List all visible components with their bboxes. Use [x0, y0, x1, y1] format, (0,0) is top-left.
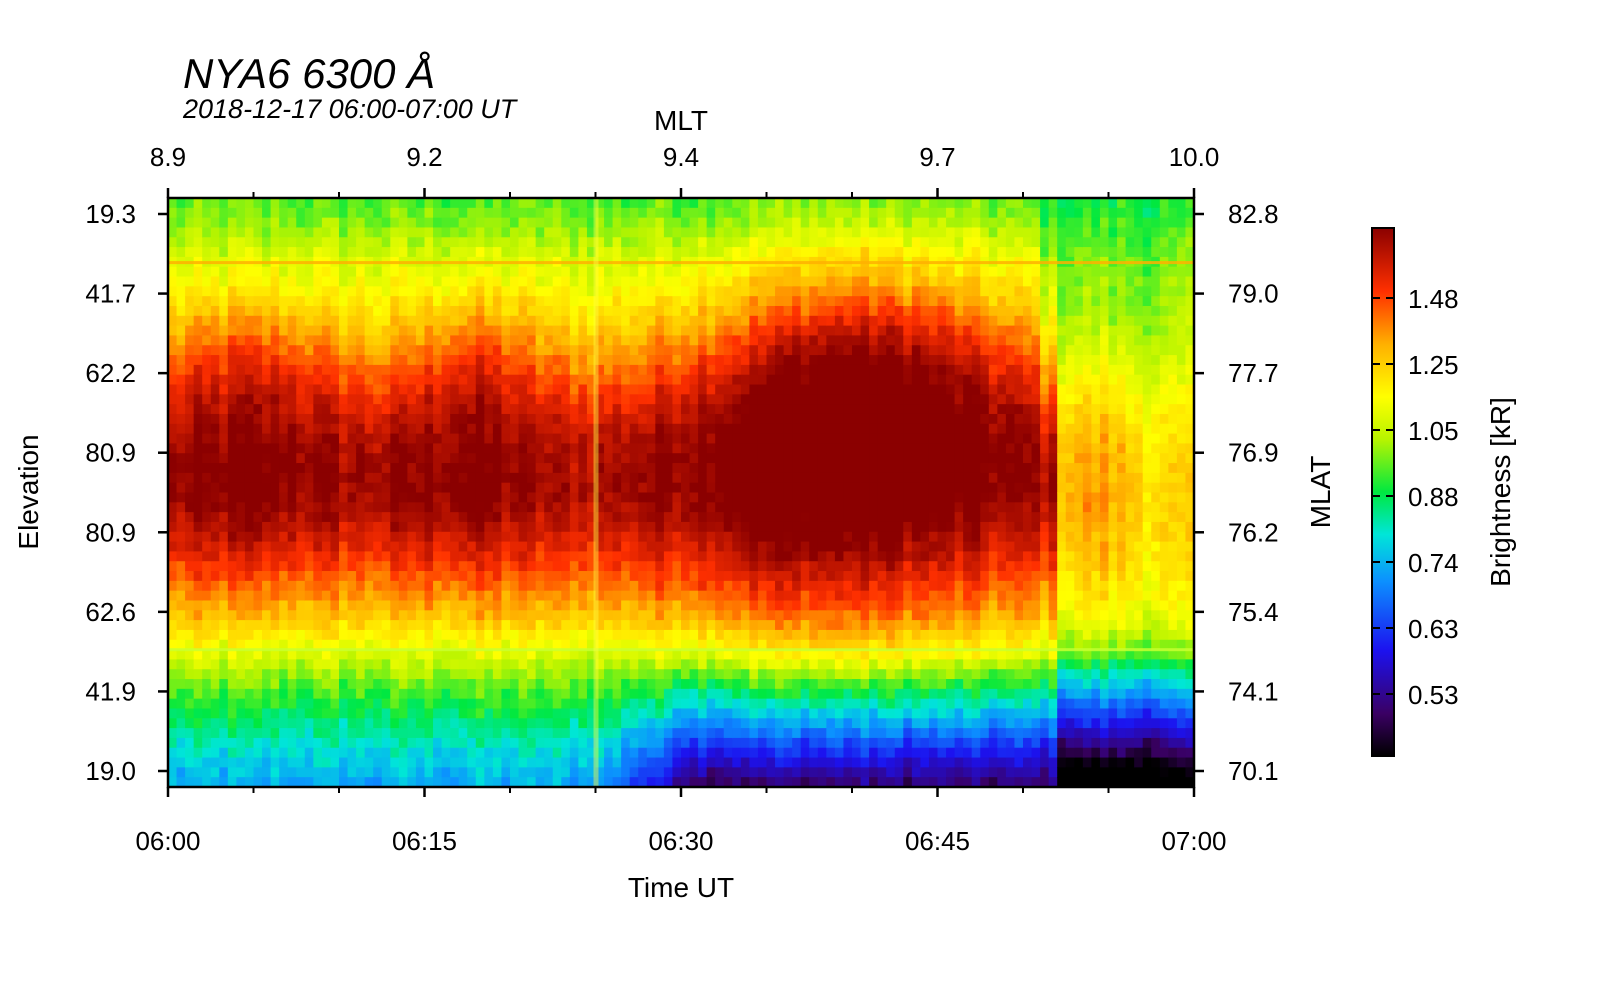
tick-label: 06:15	[392, 826, 457, 856]
left-y-axis: 19.3 41.7 62.2 80.9 80.9 62.6 41.9 19.0	[85, 199, 168, 786]
tick-label: 8.9	[150, 142, 186, 172]
tick-label: 41.9	[85, 676, 136, 706]
colorbar-tick-label: 0.53	[1408, 680, 1459, 710]
tick-label: 9.2	[406, 142, 442, 172]
tick-label: 62.2	[85, 358, 136, 388]
tick-label: 07:00	[1161, 826, 1226, 856]
tick-label: 9.4	[663, 142, 699, 172]
tick-label: 76.9	[1228, 438, 1279, 468]
tick-label: 06:00	[135, 826, 200, 856]
tick-label: 76.2	[1228, 517, 1279, 547]
y-axis-label: Elevation	[13, 434, 44, 549]
heatmap-image	[168, 198, 1195, 788]
colorbar-tick-label: 1.05	[1408, 416, 1459, 446]
tick-label: 79.0	[1228, 279, 1279, 309]
tick-label: 41.7	[85, 279, 136, 309]
colorbar	[1371, 227, 1395, 757]
colorbar-tick-label: 0.88	[1408, 482, 1459, 512]
tick-label: 06:45	[905, 826, 970, 856]
bottom-x-axis: 06:00 06:15 06:30 06:45 07:00	[135, 787, 1227, 856]
chart-subtitle: 2018-12-17 06:00-07:00 UT	[182, 94, 519, 124]
colorbar-tick-label: 1.25	[1408, 350, 1459, 380]
tick-label: 80.9	[85, 517, 136, 547]
tick-label: 10.0	[1169, 142, 1220, 172]
artefact-line	[168, 261, 1194, 265]
tick-label: 19.3	[85, 199, 136, 229]
artefact-line	[168, 648, 1194, 652]
tick-label: 70.1	[1228, 756, 1279, 786]
tick-label: 77.7	[1228, 358, 1279, 388]
tick-label: 82.8	[1228, 199, 1279, 229]
colorbar-tick-label: 0.63	[1408, 614, 1459, 644]
colorbar-tick-label: 0.74	[1408, 548, 1459, 578]
colorbar-tick-label: 1.48	[1408, 284, 1459, 314]
x-axis-label: Time UT	[628, 872, 734, 903]
colorbar-ticks: 1.48 1.25 1.05 0.88 0.74 0.63 0.53	[1372, 284, 1459, 710]
chart-title: NYA6 6300 Å	[183, 50, 435, 97]
artefact-line	[593, 198, 599, 787]
tick-label: 74.1	[1228, 676, 1279, 706]
top-x-axis: 8.9 9.2 9.4 9.7 10.0	[150, 142, 1219, 198]
tick-label: 80.9	[85, 438, 136, 468]
tick-label: 06:30	[648, 826, 713, 856]
right-y-axis-label: MLAT	[1305, 456, 1336, 529]
top-x-axis-label: MLT	[654, 105, 708, 136]
tick-label: 19.0	[85, 756, 136, 786]
tick-label: 9.7	[919, 142, 955, 172]
tick-label: 62.6	[85, 597, 136, 627]
colorbar-label: Brightness [kR]	[1485, 397, 1516, 587]
tick-label: 75.4	[1228, 597, 1279, 627]
right-y-axis: 82.8 79.0 77.7 76.9 76.2 75.4 74.1 70.1	[1194, 199, 1279, 786]
